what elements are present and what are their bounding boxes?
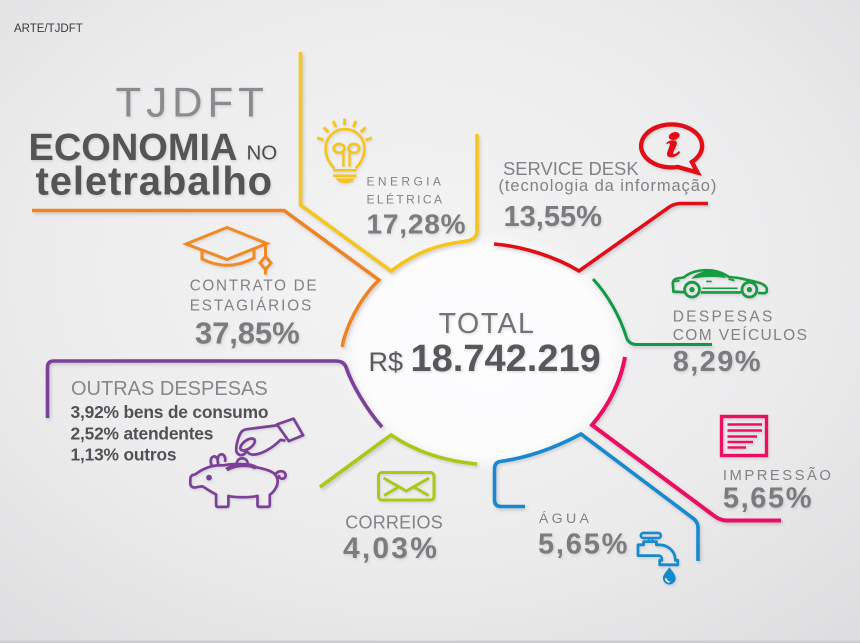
svg-text:5,65%: 5,65% xyxy=(538,529,629,561)
svg-text:ECONOMIA: ECONOMIA xyxy=(29,127,238,169)
svg-text:ESTAGIÁRIOS: ESTAGIÁRIOS xyxy=(190,297,313,314)
svg-text:(tecnologia da informação): (tecnologia da informação) xyxy=(499,177,718,195)
svg-text:17,28%: 17,28% xyxy=(367,209,467,240)
svg-text:3,92% bens de consumo: 3,92% bens de consumo xyxy=(71,402,269,422)
svg-text:2,52% atendentes: 2,52% atendentes xyxy=(71,424,214,444)
svg-text:TJDFT: TJDFT xyxy=(116,79,269,126)
svg-text:37,85%: 37,85% xyxy=(195,315,300,350)
svg-text:ENERGIA: ENERGIA xyxy=(367,175,445,189)
svg-text:CONTRATO DE: CONTRATO DE xyxy=(190,277,319,294)
svg-text:OUTRAS DESPESAS: OUTRAS DESPESAS xyxy=(71,378,268,400)
svg-text:1,13% outros: 1,13% outros xyxy=(71,445,177,465)
svg-text:ARTE/TJDFT: ARTE/TJDFT xyxy=(14,23,83,35)
svg-text:DESPESAS: DESPESAS xyxy=(673,309,775,326)
svg-text:IMPRESSÃO: IMPRESSÃO xyxy=(723,467,833,484)
svg-text:8,29%: 8,29% xyxy=(673,346,762,378)
svg-text:ÁGUA: ÁGUA xyxy=(539,510,592,527)
svg-text:4,03%: 4,03% xyxy=(343,532,439,565)
svg-text:ELÉTRICA: ELÉTRICA xyxy=(367,192,445,207)
svg-text:CORREIOS: CORREIOS xyxy=(345,512,443,532)
svg-text:NO: NO xyxy=(247,141,278,164)
svg-text:teletrabalho: teletrabalho xyxy=(36,160,274,204)
svg-text:5,65%: 5,65% xyxy=(723,482,813,514)
svg-text:13,55%: 13,55% xyxy=(504,201,603,233)
svg-text:TOTAL: TOTAL xyxy=(439,308,536,340)
svg-text:SERVICE DESK: SERVICE DESK xyxy=(503,158,639,179)
svg-text:COM VEÍCULOS: COM VEÍCULOS xyxy=(673,327,809,344)
